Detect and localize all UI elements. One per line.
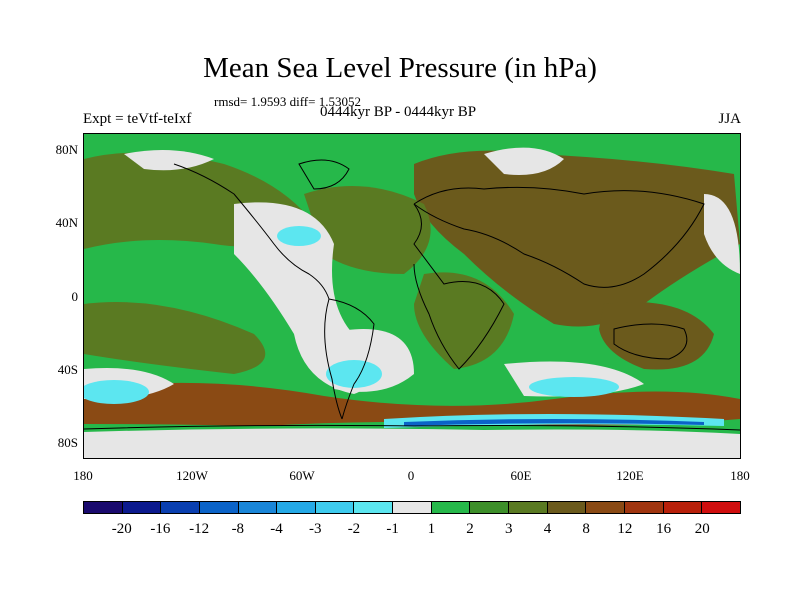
colorbar <box>83 501 741 514</box>
period-label: 0444kyr BP - 0444kyr BP <box>320 104 477 120</box>
coast-south-america-east <box>328 298 375 420</box>
colorbar-swatch <box>84 502 123 513</box>
lat-label-80n: 80N <box>55 142 78 157</box>
colorbar-label: -8 <box>231 521 245 537</box>
low-south-indian <box>529 377 619 397</box>
coast-australia <box>613 323 688 360</box>
colorbar-swatch <box>470 502 510 513</box>
coastlines <box>84 159 740 431</box>
region-africa-high <box>414 272 514 369</box>
colorbar-swatch <box>393 502 432 513</box>
colorbar-swatch <box>161 502 200 513</box>
colorbar-label: 16 <box>656 521 672 537</box>
lon-label-0: 0 <box>407 468 415 483</box>
colorbar-label: 1 <box>427 521 436 537</box>
band-antarctic-deep-low <box>404 419 704 426</box>
colorbar-label: -1 <box>386 521 399 537</box>
colorbar-swatch <box>277 502 316 513</box>
lat-label-40s: 40S <box>57 362 78 377</box>
region-arctic-east <box>484 147 564 175</box>
colorbar-swatch <box>663 502 703 513</box>
coast-antarctica <box>84 424 740 431</box>
colorbar-label: -20 <box>111 521 132 537</box>
lon-label-180w: 180 <box>73 468 93 483</box>
colorbar-swatch <box>586 502 625 513</box>
colorbar-label: 8 <box>582 521 590 537</box>
map-canvas <box>84 134 740 458</box>
region-south-pacific <box>84 302 266 374</box>
coast-south-america-west <box>324 298 343 420</box>
lat-label-0: 0 <box>71 289 79 304</box>
colorbar-label: 3 <box>505 521 513 537</box>
colorbar-swatch <box>624 502 664 513</box>
region-eurasia-high <box>414 150 740 327</box>
colorbar-label: 2 <box>466 521 474 537</box>
season-label: JJA <box>718 111 741 127</box>
lon-label-60e: 60E <box>510 468 532 483</box>
coast-africa <box>413 203 505 370</box>
region-east-pacific-low <box>704 194 740 274</box>
colorbar-swatch <box>431 502 471 513</box>
region-antarctica <box>84 428 740 458</box>
region-north-atlantic <box>304 186 431 274</box>
experiment-label: Expt = teVtf-teIxf <box>83 111 192 127</box>
lon-label-180e: 180 <box>730 468 750 483</box>
colorbar-swatch <box>547 502 587 513</box>
coast-north-america <box>173 163 330 300</box>
colorbar-label: -16 <box>150 521 171 537</box>
coast-eurasia <box>413 186 705 288</box>
colorbar-swatch <box>122 502 162 513</box>
map-title: Mean Sea Level Pressure (in hPa) <box>203 52 597 84</box>
colorbar-swatch <box>315 502 355 513</box>
colorbar-label: 4 <box>543 521 552 537</box>
stats-label: rmsd= 1.9593 diff= 1.53052 <box>214 94 361 109</box>
colorbar-swatch <box>509 502 548 513</box>
colorbar-swatch <box>702 502 740 513</box>
low-south-atlantic <box>326 360 382 388</box>
colorbar-swatch <box>199 502 239 513</box>
low-north-atlantic <box>277 226 321 246</box>
colorbar-label: -4 <box>270 521 283 537</box>
coast-greenland <box>298 159 350 190</box>
lon-label-60w: 60W <box>289 468 315 483</box>
colorbar-label: -12 <box>189 521 210 537</box>
lon-label-120w: 120W <box>176 468 208 483</box>
colorbar-label: -3 <box>308 521 322 537</box>
lat-label-80s: 80S <box>57 435 78 450</box>
colorbar-label: 20 <box>694 521 710 537</box>
colorbar-label: -2 <box>347 521 361 537</box>
low-southwest <box>84 380 149 404</box>
lat-label-40n: 40N <box>55 215 78 230</box>
colorbar-swatch <box>354 502 394 513</box>
region-arctic-west <box>124 150 214 171</box>
pressure-anomaly-map <box>83 133 741 459</box>
lon-label-120e: 120E <box>616 468 644 483</box>
colorbar-label: 12 <box>617 521 633 537</box>
region-australia-high <box>599 302 714 370</box>
colorbar-swatch <box>238 502 278 513</box>
